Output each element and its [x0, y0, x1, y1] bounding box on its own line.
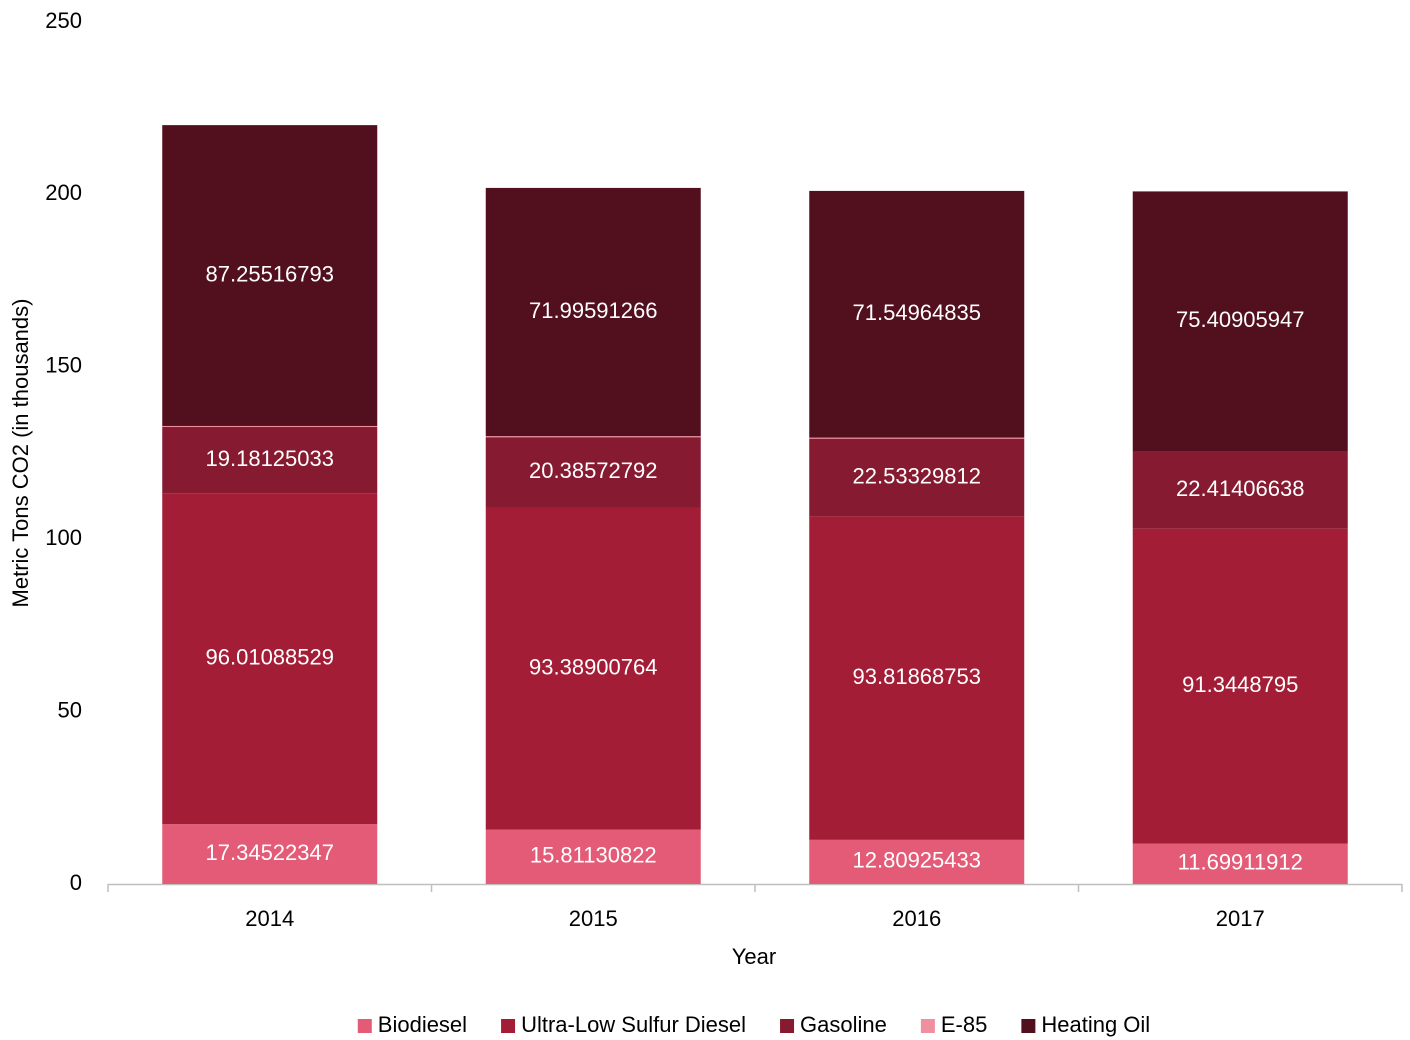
y-tick-label: 0: [70, 870, 82, 895]
data-label: 22.41406638: [1176, 476, 1304, 501]
data-label: 93.81868753: [853, 664, 981, 689]
legend-swatch: [357, 1019, 372, 1033]
data-label: 93.38900764: [529, 654, 657, 679]
y-axis-label: Metric Tons CO2 (in thousands): [8, 299, 33, 608]
x-tick-label: 2016: [892, 906, 941, 931]
legend-label: Ultra-Low Sulfur Diesel: [521, 1012, 746, 1037]
bar-segment: [809, 437, 1025, 439]
x-tick-label: 2014: [245, 906, 294, 931]
legend-label: E-85: [941, 1012, 987, 1037]
data-label: 19.18125033: [206, 446, 334, 471]
y-tick-label: 250: [45, 8, 82, 33]
x-tick-label: 2017: [1216, 906, 1265, 931]
data-label: 75.40905947: [1176, 307, 1304, 332]
bar-segment: [162, 427, 378, 494]
bar-segment: [1132, 843, 1348, 884]
data-label: 22.53329812: [853, 463, 981, 488]
data-label: 91.3448795: [1182, 672, 1298, 697]
data-label: 87.25516793: [206, 261, 334, 286]
data-label: 96.01088529: [206, 644, 334, 669]
y-tick-label: 150: [45, 353, 82, 378]
data-label: 71.54964835: [853, 300, 981, 325]
legend-swatch: [501, 1019, 516, 1033]
legend-label: Heating Oil: [1041, 1012, 1150, 1037]
legend-swatch: [780, 1019, 795, 1033]
bar-segment: [809, 516, 1025, 840]
bar-segment: [809, 839, 1025, 884]
bar-segment: [162, 425, 378, 428]
legend-swatch: [1021, 1019, 1036, 1033]
data-label: 11.69911912: [1178, 850, 1303, 875]
bar-segment: [162, 125, 378, 426]
bar-segment: [485, 507, 701, 830]
bar-segment: [162, 824, 378, 884]
legend-label: Biodiesel: [378, 1012, 467, 1037]
bar-segment: [1132, 451, 1348, 529]
bar-segment: [809, 438, 1025, 517]
bar-segment: [809, 190, 1025, 438]
data-label: 15.81130822: [530, 843, 657, 868]
bar-segment: [1132, 191, 1348, 452]
data-label: 12.80925433: [853, 848, 981, 873]
bar-segment: [162, 493, 378, 825]
legend-label: Gasoline: [800, 1012, 887, 1037]
data-label: 71.99591266: [529, 298, 657, 323]
y-tick-label: 100: [45, 525, 82, 550]
y-tick-label: 200: [45, 180, 82, 205]
bar-segment: [485, 437, 701, 508]
bar-segment: [485, 187, 701, 437]
y-tick-label: 50: [58, 697, 82, 722]
bar-segment: [485, 829, 701, 884]
x-axis-label: Year: [732, 944, 776, 969]
legend-swatch: [920, 1019, 935, 1033]
bar-segment: [1132, 528, 1348, 844]
data-label: 17.34522347: [206, 840, 334, 865]
x-tick-label: 2015: [569, 906, 618, 931]
bar-segment: [485, 436, 701, 438]
data-label: 20.38572792: [529, 458, 657, 483]
